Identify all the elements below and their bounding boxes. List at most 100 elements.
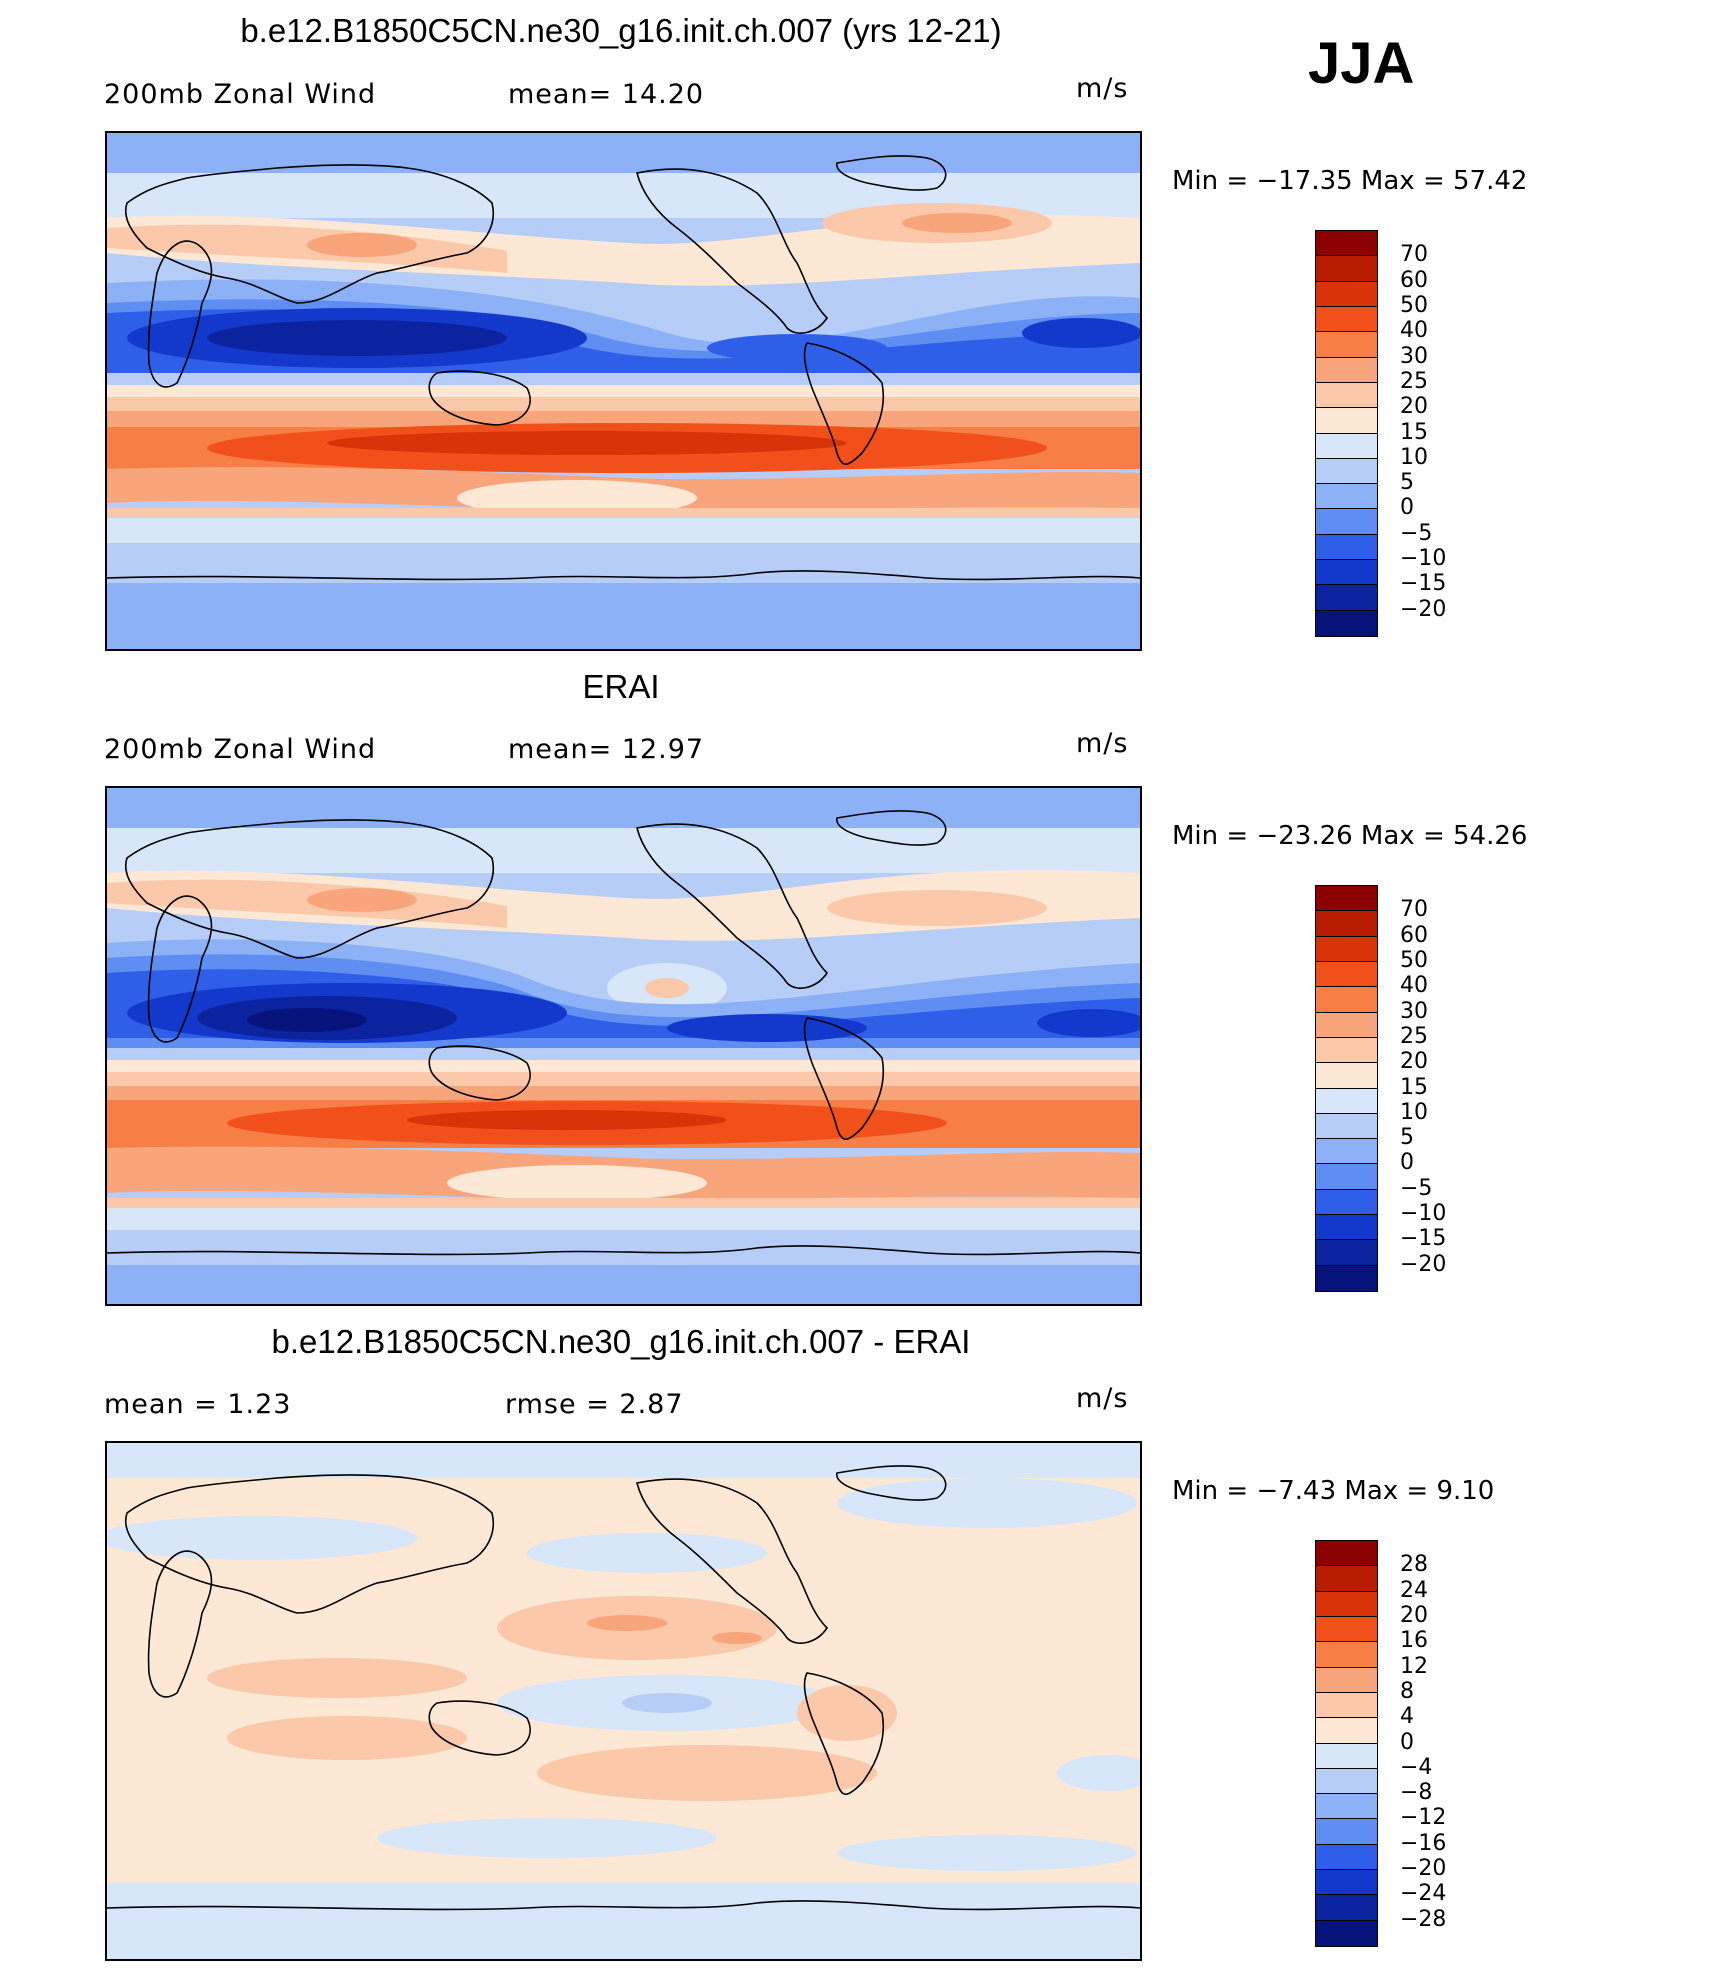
- colorbar-tick-label: 16: [1400, 1628, 1428, 1654]
- colorbar-swatch: [1316, 306, 1377, 333]
- panel-3-units: m/s: [1076, 1383, 1129, 1414]
- colorbar-swatch: [1316, 1566, 1377, 1592]
- colorbar-swatch: [1316, 509, 1377, 535]
- colorbar-tick-label: 70: [1400, 242, 1428, 268]
- panel-3-colorbar: [1315, 1540, 1378, 1947]
- colorbar-swatch: [1316, 1768, 1377, 1795]
- panel-3-rmse-label: rmse = 2.87: [505, 1389, 684, 1420]
- colorbar-tick-label: 10: [1400, 1099, 1428, 1125]
- colorbar-swatch: [1316, 1189, 1377, 1216]
- panel-2-mean-label: mean= 12.97: [508, 734, 705, 765]
- colorbar-swatch: [1316, 433, 1377, 459]
- colorbar-swatch: [1316, 911, 1377, 937]
- panel-2-variable-label: 200mb Zonal Wind: [104, 734, 377, 765]
- colorbar-swatch: [1316, 1215, 1377, 1241]
- colorbar-swatch: [1316, 987, 1377, 1013]
- colorbar-swatch: [1316, 1088, 1377, 1114]
- colorbar-swatch: [1316, 357, 1377, 383]
- colorbar-tick-label: 60: [1400, 922, 1428, 948]
- colorbar-tick-label: −5: [1400, 1175, 1433, 1201]
- colorbar-swatch: [1316, 1591, 1377, 1617]
- colorbar-swatch: [1316, 1265, 1377, 1291]
- colorbar-swatch: [1316, 484, 1377, 510]
- colorbar-tick-label: −5: [1400, 520, 1433, 546]
- panel-1-min-max: Min = −17.35 Max = 57.42: [1172, 166, 1528, 196]
- colorbar-swatch: [1316, 281, 1377, 307]
- colorbar-swatch: [1316, 458, 1377, 485]
- colorbar-tick-label: 15: [1400, 1074, 1428, 1100]
- season-label: JJA: [1308, 31, 1415, 96]
- colorbar-swatch: [1316, 231, 1377, 257]
- colorbar-tick-label: 30: [1400, 998, 1428, 1024]
- panel-2-title: ERAI: [582, 668, 660, 705]
- colorbar-tick-label: −16: [1400, 1830, 1447, 1856]
- colorbar-swatch: [1316, 332, 1377, 358]
- colorbar-swatch: [1316, 1139, 1377, 1165]
- panel-1-colorbar: [1315, 230, 1378, 637]
- colorbar-tick-label: 20: [1400, 394, 1428, 420]
- panel-3-map: [105, 1441, 1142, 1961]
- colorbar-swatch: [1316, 1113, 1377, 1140]
- colorbar-tick-label: −20: [1400, 1856, 1447, 1882]
- colorbar-swatch: [1316, 1794, 1377, 1820]
- colorbar-swatch: [1316, 408, 1377, 434]
- panel-2-colorbar: [1315, 885, 1378, 1292]
- colorbar-swatch: [1316, 1616, 1377, 1643]
- colorbar-tick-label: 50: [1400, 947, 1428, 973]
- colorbar-swatch: [1316, 1667, 1377, 1693]
- colorbar-swatch: [1316, 886, 1377, 912]
- colorbar-swatch: [1316, 1642, 1377, 1668]
- colorbar-tick-label: −15: [1400, 1226, 1447, 1252]
- panel-1-units: m/s: [1076, 73, 1129, 104]
- colorbar-swatch: [1316, 1920, 1377, 1946]
- colorbar-tick-label: 5: [1400, 470, 1414, 496]
- colorbar-swatch: [1316, 1240, 1377, 1266]
- colorbar-tick-label: 0: [1400, 1150, 1414, 1176]
- colorbar-swatch: [1316, 1164, 1377, 1190]
- colorbar-swatch: [1316, 1012, 1377, 1038]
- panel-1-contour-field: [107, 133, 1140, 649]
- colorbar-tick-label: 15: [1400, 419, 1428, 445]
- colorbar-swatch: [1316, 560, 1377, 586]
- colorbar-swatch: [1316, 1844, 1377, 1871]
- colorbar-swatch: [1316, 1718, 1377, 1744]
- colorbar-tick-label: 0: [1400, 1729, 1414, 1755]
- panel-2-units: m/s: [1076, 728, 1129, 759]
- colorbar-tick-label: 20: [1400, 1049, 1428, 1075]
- colorbar-swatch: [1316, 1819, 1377, 1845]
- colorbar-tick-label: 40: [1400, 318, 1428, 344]
- colorbar-tick-label: 5: [1400, 1125, 1414, 1151]
- panel-3-contour-field: [107, 1443, 1140, 1959]
- colorbar-tick-label: 30: [1400, 343, 1428, 369]
- colorbar-swatch: [1316, 961, 1377, 988]
- colorbar-tick-label: −8: [1400, 1780, 1433, 1806]
- colorbar-tick-label: 70: [1400, 897, 1428, 923]
- panel-1-variable-label: 200mb Zonal Wind: [104, 79, 377, 110]
- colorbar-swatch: [1316, 1541, 1377, 1567]
- panel-3-min-max: Min = −7.43 Max = 9.10: [1172, 1476, 1495, 1506]
- panel-2-map: [105, 786, 1142, 1306]
- colorbar-swatch: [1316, 534, 1377, 561]
- colorbar-tick-label: −24: [1400, 1881, 1447, 1907]
- colorbar-tick-label: −15: [1400, 571, 1447, 597]
- colorbar-tick-label: 25: [1400, 1023, 1428, 1049]
- colorbar-swatch: [1316, 1692, 1377, 1719]
- colorbar-tick-label: 4: [1400, 1704, 1414, 1730]
- colorbar-tick-label: −20: [1400, 596, 1447, 622]
- panel-3-title: b.e12.B1850C5CN.ne30_g16.init.ch.007 - E…: [271, 1323, 971, 1360]
- colorbar-tick-label: −10: [1400, 546, 1447, 572]
- colorbar-tick-label: 28: [1400, 1552, 1428, 1578]
- colorbar-swatch: [1316, 1037, 1377, 1064]
- colorbar-tick-label: 60: [1400, 267, 1428, 293]
- colorbar-tick-label: 12: [1400, 1653, 1428, 1679]
- colorbar-swatch: [1316, 1063, 1377, 1089]
- colorbar-tick-label: 24: [1400, 1577, 1428, 1603]
- colorbar-tick-label: 25: [1400, 368, 1428, 394]
- panel-2-min-max: Min = −23.26 Max = 54.26: [1172, 821, 1528, 851]
- colorbar-swatch: [1316, 1743, 1377, 1769]
- colorbar-swatch: [1316, 610, 1377, 636]
- colorbar-swatch: [1316, 1870, 1377, 1896]
- colorbar-tick-label: 40: [1400, 973, 1428, 999]
- colorbar-swatch: [1316, 382, 1377, 409]
- colorbar-tick-label: 50: [1400, 292, 1428, 318]
